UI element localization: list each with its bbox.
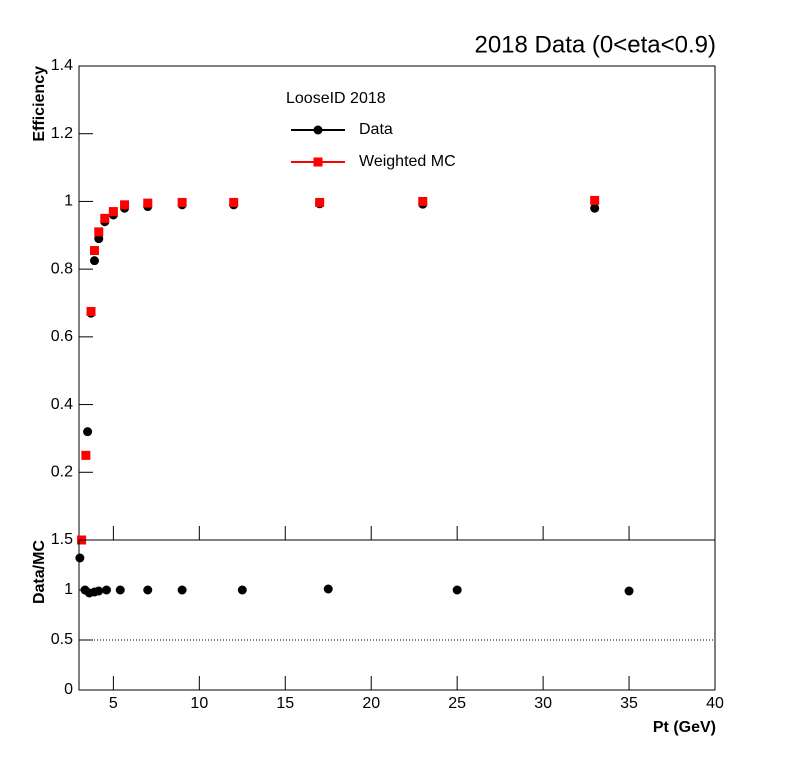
marker — [94, 234, 104, 244]
marker — [143, 585, 153, 595]
marker — [177, 585, 187, 595]
x-tick-label: 40 — [706, 695, 724, 712]
legend-label: Data — [359, 121, 393, 138]
marker — [237, 585, 247, 595]
marker — [624, 586, 634, 596]
plot-frame — [78, 539, 716, 691]
y-tick-label: 1.5 — [51, 531, 73, 548]
legend-marker — [313, 125, 323, 135]
y-tick-label: 1 — [64, 581, 73, 598]
y-tick-label: 0.4 — [51, 396, 73, 413]
marker — [75, 553, 85, 563]
y-tick-label: 1.2 — [51, 125, 73, 142]
marker — [229, 197, 239, 207]
x-tick-label: 15 — [276, 695, 294, 712]
legend-label: Weighted MC — [359, 153, 456, 170]
marker — [94, 586, 104, 596]
y-tick-label: 1 — [64, 193, 73, 210]
marker — [89, 256, 99, 266]
marker — [590, 203, 600, 213]
x-tick-label: 35 — [620, 695, 638, 712]
x-tick-label: 30 — [534, 695, 552, 712]
marker — [590, 195, 600, 205]
y-axis-label: Data/MC — [31, 540, 48, 604]
marker — [100, 213, 110, 223]
y-tick-label: 0.2 — [51, 464, 73, 481]
plot-frame — [78, 65, 716, 541]
x-tick-label: 5 — [109, 695, 118, 712]
y-tick-label: 1.4 — [51, 57, 73, 74]
marker — [102, 585, 112, 595]
marker — [83, 427, 93, 437]
marker — [143, 198, 153, 208]
x-axis-label: Pt (GeV) — [653, 719, 716, 736]
marker — [452, 585, 462, 595]
marker — [86, 306, 96, 316]
marker — [115, 585, 125, 595]
x-tick-label: 10 — [190, 695, 208, 712]
y-tick-label: 0.6 — [51, 328, 73, 345]
marker — [89, 246, 99, 256]
marker — [323, 584, 333, 594]
marker — [94, 227, 104, 237]
marker — [418, 196, 428, 206]
marker — [120, 200, 130, 210]
legend-marker — [313, 157, 323, 167]
x-tick-label: 20 — [362, 695, 380, 712]
marker — [177, 197, 187, 207]
y-tick-label: 0.8 — [51, 260, 73, 277]
y-tick-label: 0 — [64, 681, 73, 698]
chart-title: 2018 Data (0<eta<0.9) — [474, 31, 716, 58]
y-tick-label: 0.5 — [51, 631, 73, 648]
marker — [315, 197, 325, 207]
y-axis-label: Efficiency — [31, 66, 48, 142]
marker — [81, 450, 91, 460]
marker — [108, 207, 118, 217]
legend-title: LooseID 2018 — [286, 90, 386, 107]
x-tick-label: 25 — [448, 695, 466, 712]
